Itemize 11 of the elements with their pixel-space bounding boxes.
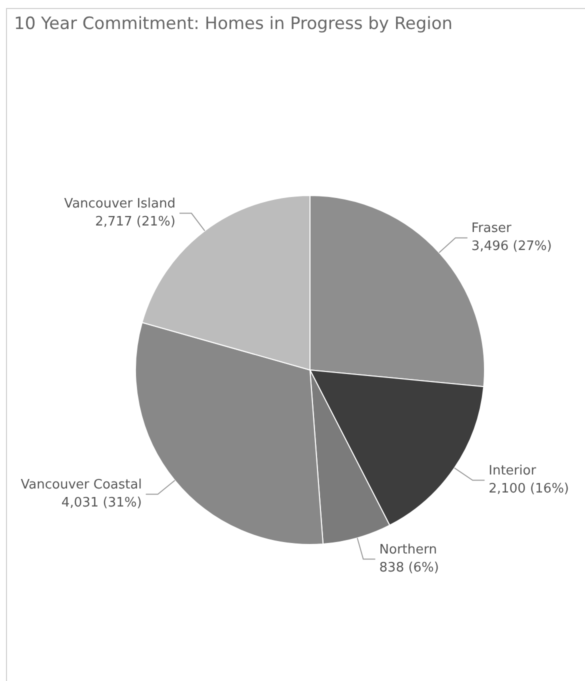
slice-label: Fraser (471, 221, 512, 236)
slice-label: Interior (488, 464, 537, 479)
data-label: 838 (6%) (379, 560, 439, 576)
data-label: 2,717 (21%) (95, 214, 176, 230)
chart-title: 10 Year Commitment: Homes in Progress by Region (14, 14, 453, 34)
data-label: 3,496 (27%) (471, 239, 552, 254)
slice-label: Northern (379, 542, 437, 558)
slice-label: Vancouver Island (64, 196, 176, 212)
data-label: 4,031 (31%) (61, 496, 142, 511)
slice-label: Vancouver Coastal (20, 478, 142, 493)
data-label: 2,100 (16%) (488, 482, 570, 497)
